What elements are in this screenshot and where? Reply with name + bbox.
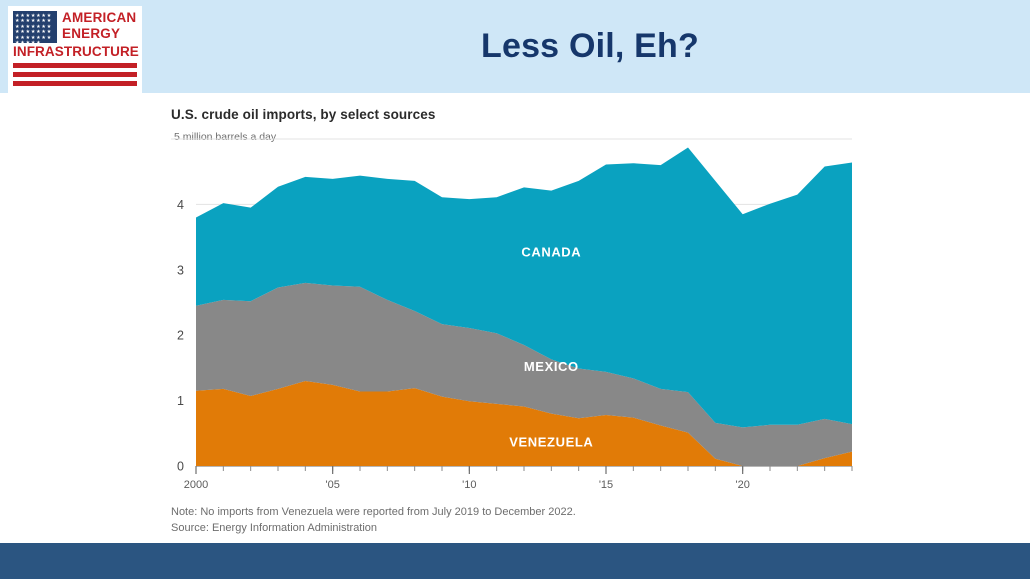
- x-axis-tick-label: '05: [325, 479, 339, 491]
- stacked-area-chart: VENEZUELA MEXICO CANADA 0 1 2 3 4 2000 '05 '10 '1…: [171, 138, 853, 491]
- area-series-canada: [196, 147, 852, 428]
- flag-stripe: [13, 81, 137, 86]
- chart-areas: [196, 147, 852, 466]
- area-series-mexico: [196, 282, 852, 466]
- y-axis-tick-label: 0: [177, 460, 184, 474]
- chart-series-labels: VENEZUELA MEXICO CANADA: [509, 245, 593, 450]
- flag-stars: ★★★★★★★★★★★★★★★★★★★★★★★★★★★★★★★★★★★★★★★★: [15, 13, 52, 43]
- footer-band: [0, 543, 1030, 579]
- x-axis-tick-label: '20: [735, 479, 749, 491]
- series-label-venezuela: VENEZUELA: [509, 434, 593, 449]
- x-axis-tick-label: '10: [462, 479, 476, 491]
- flag-stripe: [13, 72, 137, 77]
- chart-note: Note: No imports from Venezuela were rep…: [171, 506, 576, 518]
- chart-y-axis: 0 1 2 3 4: [177, 198, 184, 474]
- logo-line-energy: ENERGY: [62, 26, 121, 41]
- area-series-venezuela: [196, 380, 852, 466]
- logo-line-american: AMERICAN: [62, 10, 137, 25]
- x-axis-tick-label: '15: [599, 479, 613, 491]
- logo-top-row: ★★★★★★★★★★★★★★★★★★★★★★★★★★★★★★★★★★★★★★★★…: [13, 10, 137, 43]
- logo-line-infrastructure: INFRASTRUCTURE: [13, 44, 139, 59]
- flag-stripes: [13, 63, 137, 86]
- flag-stripe: [13, 63, 137, 68]
- y-axis-tick-label: 2: [177, 329, 184, 343]
- chart-title: U.S. crude oil imports, by select source…: [171, 107, 436, 122]
- logo-american-energy-infrastructure: ★★★★★★★★★★★★★★★★★★★★★★★★★★★★★★★★★★★★★★★★…: [8, 6, 142, 94]
- chart-source: Source: Energy Information Administratio…: [171, 522, 378, 534]
- y-axis-tick-label: 4: [177, 198, 184, 212]
- y-axis-tick-label: 1: [177, 394, 184, 408]
- series-label-canada: CANADA: [521, 245, 581, 260]
- series-label-mexico: MEXICO: [524, 359, 579, 374]
- x-axis-tick-label: 2000: [184, 479, 208, 491]
- header-band: ★★★★★★★★★★★★★★★★★★★★★★★★★★★★★★★★★★★★★★★★…: [0, 0, 1030, 94]
- page-title: Less Oil, Eh?: [481, 27, 699, 65]
- chart-x-axis: 2000 '05 '10 '15 '20: [184, 466, 853, 491]
- chart-unit-label: 5 million barrels a day: [174, 131, 277, 143]
- flag-canton-icon: ★★★★★★★★★★★★★★★★★★★★★★★★★★★★★★★★★★★★★★★★: [13, 11, 57, 43]
- chart-footnotes: Note: No imports from Venezuela were rep…: [171, 504, 576, 536]
- y-axis-tick-label: 3: [177, 263, 184, 277]
- chart-container: U.S. crude oil imports, by select source…: [0, 93, 1030, 543]
- logo-wordmark: AMERICAN ENERGY: [62, 10, 137, 42]
